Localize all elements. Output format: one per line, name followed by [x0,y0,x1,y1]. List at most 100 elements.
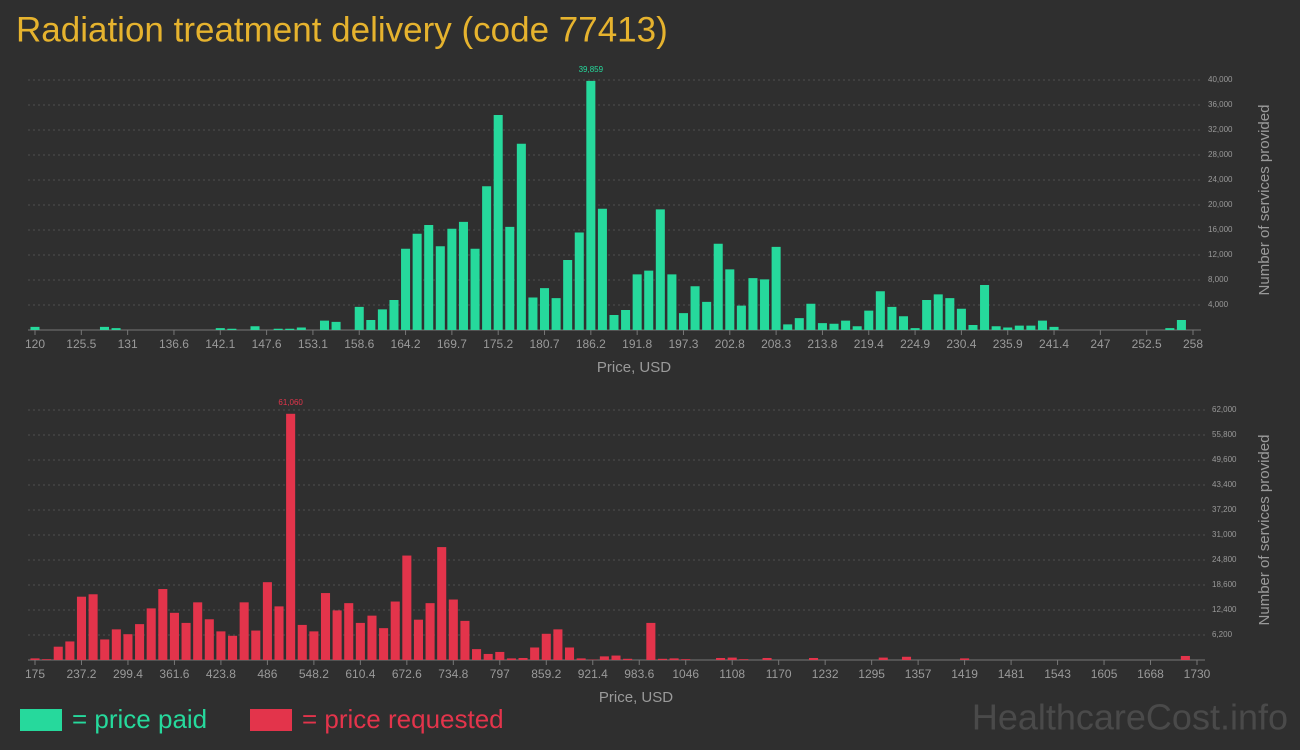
legend-swatch [20,709,62,731]
bar [716,657,726,660]
bar [762,657,772,660]
bar [956,308,966,330]
bar [251,630,261,660]
bar [991,326,1001,330]
x-tick-label: 241.4 [1039,337,1069,351]
x-tick-label: 258 [1183,337,1203,351]
y-tick-label: 49,600 [1212,455,1237,464]
bar [228,635,238,660]
x-tick-label: 197.3 [668,337,698,351]
bar [99,326,109,330]
x-tick-label: 224.9 [900,337,930,351]
bar [367,615,377,660]
bar [933,294,943,330]
x-tick-label: 125.5 [66,337,96,351]
bar [146,608,156,660]
bar [123,634,133,660]
x-tick-label: 191.8 [622,337,652,351]
x-tick-label: 208.3 [761,337,791,351]
x-tick-label: 202.8 [715,337,745,351]
bar [482,186,492,330]
bar [1014,325,1024,330]
bar [435,246,445,330]
bar [760,279,770,330]
bar [412,233,422,330]
x-tick-label: 1481 [998,667,1025,681]
x-tick-label: 921.4 [578,667,608,681]
bar [739,659,749,660]
bar [564,647,575,660]
bar [402,555,412,660]
bar [576,658,586,660]
bar [528,297,538,330]
bar [681,659,691,660]
bar [646,622,656,660]
bar [960,658,970,660]
x-tick-label: 486 [257,667,277,681]
bar [286,413,296,660]
y-tick-label: 28,000 [1208,150,1233,159]
bar [748,278,758,330]
bar [309,631,319,660]
x-tick-label: 423.8 [206,667,236,681]
bar [516,143,526,330]
bar [713,243,723,330]
bar [541,633,551,660]
bar [852,326,862,330]
bar [296,327,306,330]
bar [875,291,885,330]
value-label: 61,060 [278,398,303,407]
bar [669,658,679,660]
y-tick-label: 6,200 [1212,630,1233,639]
bar [597,208,607,330]
bar [553,629,563,660]
bar [980,285,990,330]
bar [424,225,434,330]
y-tick-label: 36,000 [1208,100,1233,109]
bar [1003,327,1013,330]
bar [332,610,342,660]
y-tick-label: 32,000 [1208,125,1233,134]
bar [88,594,98,660]
bar [599,656,609,660]
y-tick-label: 55,800 [1212,430,1237,439]
y-tick-label: 62,000 [1212,405,1237,414]
bar [611,655,621,660]
bar [158,589,168,660]
x-axis-label: Price, USD [599,689,673,706]
bar [470,248,480,330]
bar [320,593,331,660]
bar [1026,325,1036,330]
bar [239,602,249,660]
x-tick-label: 131 [118,337,138,351]
x-tick-label: 1668 [1137,667,1164,681]
bar [472,649,482,660]
bar [1037,320,1047,330]
bar [437,547,447,660]
bar [551,298,561,330]
bar [495,651,505,660]
y-tick-label: 31,000 [1212,530,1237,539]
x-tick-label: 186.2 [576,337,606,351]
x-tick-label: 983.6 [624,667,654,681]
bar [506,658,516,660]
bar [864,310,874,330]
bar [609,315,619,330]
bar [809,657,819,660]
y-tick-label: 37,200 [1212,505,1237,514]
bar [413,619,423,660]
y-tick-label: 4,000 [1208,300,1229,309]
bar [458,221,468,330]
x-tick-label: 672.6 [392,667,422,681]
bar [389,300,399,330]
x-tick-label: 169.7 [437,337,467,351]
x-tick-label: 175 [25,667,45,681]
bar [111,629,121,660]
bar [530,647,540,660]
x-tick-label: 1170 [766,667,792,681]
x-tick-label: 247 [1090,337,1110,351]
x-tick-label: 136.6 [159,337,189,351]
bar [783,324,793,330]
bar [379,628,389,660]
bar [898,316,909,330]
